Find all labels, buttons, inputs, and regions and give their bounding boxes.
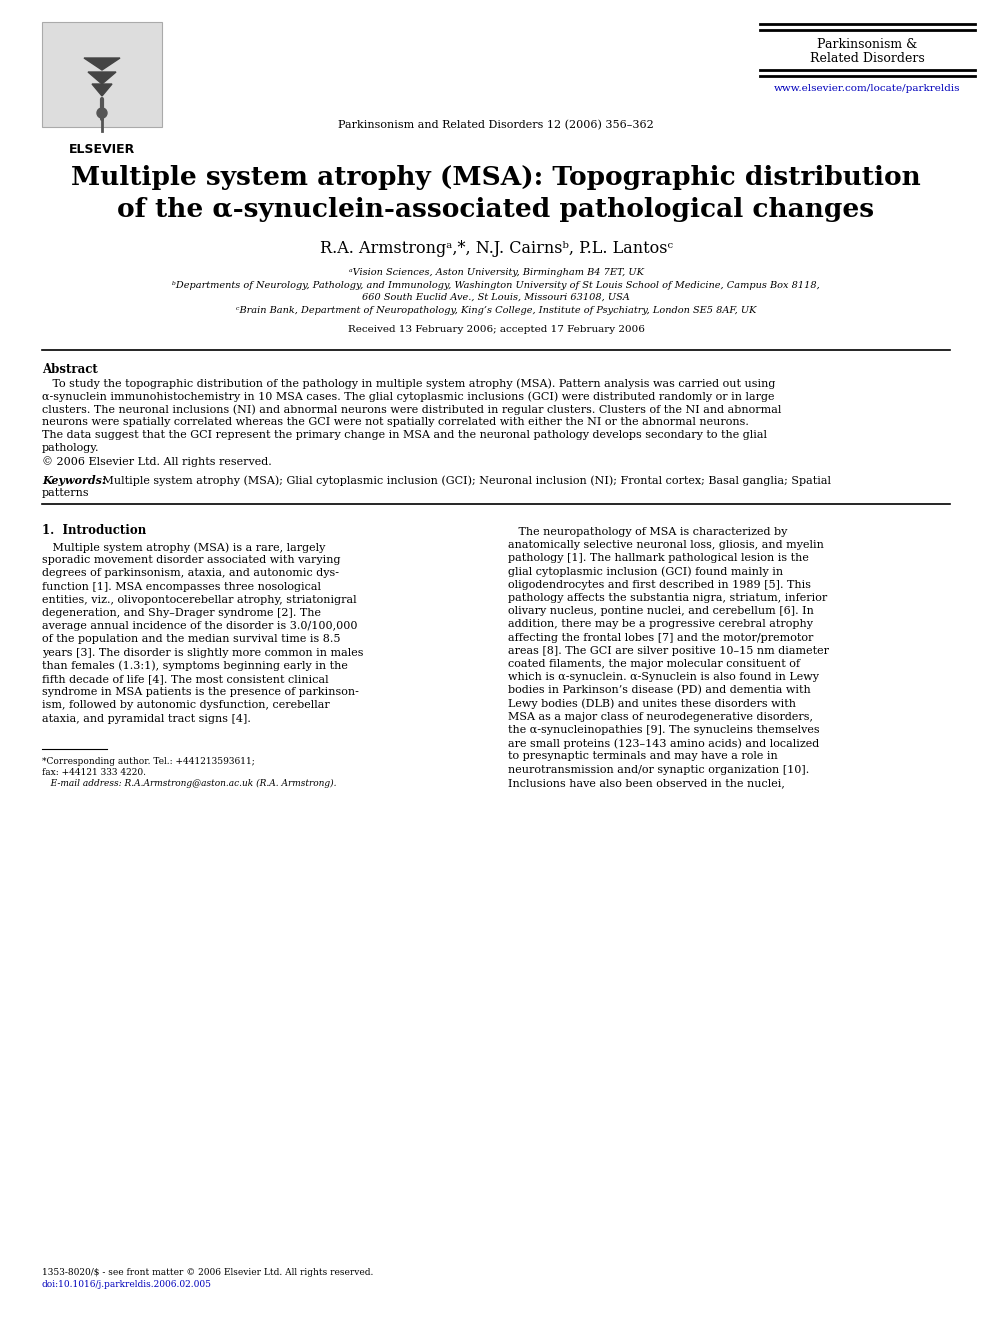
Text: Abstract: Abstract <box>42 363 98 376</box>
Text: MSA as a major class of neurodegenerative disorders,: MSA as a major class of neurodegenerativ… <box>508 712 813 722</box>
Text: are small proteins (123–143 amino acids) and localized: are small proteins (123–143 amino acids)… <box>508 738 819 749</box>
Text: coated filaments, the major molecular consituent of: coated filaments, the major molecular co… <box>508 659 800 669</box>
Text: clusters. The neuronal inclusions (NI) and abnormal neurons were distributed in : clusters. The neuronal inclusions (NI) a… <box>42 404 782 414</box>
Text: Keywords:: Keywords: <box>42 475 106 486</box>
Text: sporadic movement disorder associated with varying: sporadic movement disorder associated wi… <box>42 556 340 565</box>
Text: To study the topographic distribution of the pathology in multiple system atroph: To study the topographic distribution of… <box>42 378 776 389</box>
Text: entities, viz., olivopontocerebellar atrophy, striatonigral: entities, viz., olivopontocerebellar atr… <box>42 595 357 605</box>
Text: syndrome in MSA patients is the presence of parkinson-: syndrome in MSA patients is the presence… <box>42 687 359 697</box>
Text: to presynaptic terminals and may have a role in: to presynaptic terminals and may have a … <box>508 751 778 762</box>
Text: of the α-synuclein-associated pathological changes: of the α-synuclein-associated pathologic… <box>117 197 875 222</box>
Text: Related Disorders: Related Disorders <box>809 52 925 65</box>
Text: function [1]. MSA encompasses three nosological: function [1]. MSA encompasses three noso… <box>42 582 321 591</box>
Text: Received 13 February 2006; accepted 17 February 2006: Received 13 February 2006; accepted 17 F… <box>347 325 645 333</box>
Text: Parkinsonism &: Parkinsonism & <box>816 38 918 52</box>
Text: fifth decade of life [4]. The most consistent clinical: fifth decade of life [4]. The most consi… <box>42 673 328 684</box>
Text: *Corresponding author. Tel.: +441213593611;: *Corresponding author. Tel.: +4412135936… <box>42 757 255 766</box>
Text: areas [8]. The GCI are silver positive 10–15 nm diameter: areas [8]. The GCI are silver positive 1… <box>508 646 829 656</box>
Text: The neuropathology of MSA is characterized by: The neuropathology of MSA is characteriz… <box>508 527 788 537</box>
Polygon shape <box>92 83 112 97</box>
Text: bodies in Parkinson’s disease (PD) and dementia with: bodies in Parkinson’s disease (PD) and d… <box>508 685 810 696</box>
Bar <box>42 22 162 127</box>
Text: patterns: patterns <box>42 488 89 497</box>
Text: anatomically selective neuronal loss, gliosis, and myelin: anatomically selective neuronal loss, gl… <box>508 540 824 550</box>
Text: neurons were spatially correlated whereas the GCI were not spatially correlated : neurons were spatially correlated wherea… <box>42 417 749 427</box>
Text: oligodendrocytes and first described in 1989 [5]. This: oligodendrocytes and first described in … <box>508 579 811 590</box>
Text: R.A. Armstrongᵃ,*, N.J. Cairnsᵇ, P.L. Lantosᶜ: R.A. Armstrongᵃ,*, N.J. Cairnsᵇ, P.L. La… <box>319 239 673 257</box>
Text: Multiple system atrophy (MSA) is a rare, largely: Multiple system atrophy (MSA) is a rare,… <box>42 542 325 553</box>
Text: addition, there may be a progressive cerebral atrophy: addition, there may be a progressive cer… <box>508 619 813 630</box>
Text: ᵇDepartments of Neurology, Pathology, and Immunology, Washington University of S: ᵇDepartments of Neurology, Pathology, an… <box>173 280 819 290</box>
Text: years [3]. The disorder is slightly more common in males: years [3]. The disorder is slightly more… <box>42 647 363 658</box>
Text: ism, followed by autonomic dysfunction, cerebellar: ism, followed by autonomic dysfunction, … <box>42 700 329 710</box>
Text: Parkinsonism and Related Disorders 12 (2006) 356–362: Parkinsonism and Related Disorders 12 (2… <box>338 120 654 130</box>
Text: ataxia, and pyramidal tract signs [4].: ataxia, and pyramidal tract signs [4]. <box>42 713 251 724</box>
Text: © 2006 Elsevier Ltd. All rights reserved.: © 2006 Elsevier Ltd. All rights reserved… <box>42 456 272 467</box>
Text: ᶜBrain Bank, Department of Neuropathology, King’s College, Institute of Psychiat: ᶜBrain Bank, Department of Neuropatholog… <box>236 306 756 315</box>
Text: affecting the frontal lobes [7] and the motor/premotor: affecting the frontal lobes [7] and the … <box>508 632 813 643</box>
Text: degrees of parkinsonism, ataxia, and autonomic dys-: degrees of parkinsonism, ataxia, and aut… <box>42 569 339 578</box>
Text: glial cytoplasmic inclusion (GCI) found mainly in: glial cytoplasmic inclusion (GCI) found … <box>508 566 783 577</box>
Text: Multiple system atrophy (MSA): Topographic distribution: Multiple system atrophy (MSA): Topograph… <box>71 165 921 191</box>
Polygon shape <box>84 58 120 70</box>
Text: of the population and the median survival time is 8.5: of the population and the median surviva… <box>42 635 340 644</box>
Text: E-mail address: R.A.Armstrong@aston.ac.uk (R.A. Armstrong).: E-mail address: R.A.Armstrong@aston.ac.u… <box>42 779 336 789</box>
Text: pathology.: pathology. <box>42 443 99 452</box>
Text: 1.  Introduction: 1. Introduction <box>42 524 146 537</box>
Text: 1353-8020/$ - see front matter © 2006 Elsevier Ltd. All rights reserved.: 1353-8020/$ - see front matter © 2006 El… <box>42 1267 373 1277</box>
Text: doi:10.1016/j.parkreldis.2006.02.005: doi:10.1016/j.parkreldis.2006.02.005 <box>42 1279 212 1289</box>
Text: 660 South Euclid Ave., St Louis, Missouri 63108, USA: 660 South Euclid Ave., St Louis, Missour… <box>362 292 630 302</box>
Text: α-synuclein immunohistochemistry in 10 MSA cases. The glial cytoplasmic inclusio: α-synuclein immunohistochemistry in 10 M… <box>42 392 775 402</box>
Text: Lewy bodies (DLB) and unites these disorders with: Lewy bodies (DLB) and unites these disor… <box>508 699 796 709</box>
Text: neurotransmission and/or synaptic organization [10].: neurotransmission and/or synaptic organi… <box>508 765 809 774</box>
Text: www.elsevier.com/locate/parkreldis: www.elsevier.com/locate/parkreldis <box>774 83 960 93</box>
Text: olivary nucleus, pontine nuclei, and cerebellum [6]. In: olivary nucleus, pontine nuclei, and cer… <box>508 606 813 617</box>
Text: which is α-synuclein. α-Synuclein is also found in Lewy: which is α-synuclein. α-Synuclein is als… <box>508 672 819 683</box>
Polygon shape <box>88 71 116 83</box>
Circle shape <box>97 108 107 118</box>
Text: degeneration, and Shy–Drager syndrome [2]. The: degeneration, and Shy–Drager syndrome [2… <box>42 609 321 618</box>
Text: ᵃVision Sciences, Aston University, Birmingham B4 7ET, UK: ᵃVision Sciences, Aston University, Birm… <box>348 269 644 277</box>
Text: the α-synucleinopathies [9]. The synucleins themselves: the α-synucleinopathies [9]. The synucle… <box>508 725 819 736</box>
Text: pathology affects the substantia nigra, striatum, inferior: pathology affects the substantia nigra, … <box>508 593 827 603</box>
Text: ELSEVIER: ELSEVIER <box>68 143 135 156</box>
Text: The data suggest that the GCI represent the primary change in MSA and the neuron: The data suggest that the GCI represent … <box>42 430 767 441</box>
Text: average annual incidence of the disorder is 3.0/100,000: average annual incidence of the disorder… <box>42 622 357 631</box>
Text: fax: +44121 333 4220.: fax: +44121 333 4220. <box>42 767 146 777</box>
Text: pathology [1]. The hallmark pathological lesion is the: pathology [1]. The hallmark pathological… <box>508 553 808 564</box>
Text: Multiple system atrophy (MSA); Glial cytoplasmic inclusion (GCI); Neuronal inclu: Multiple system atrophy (MSA); Glial cyt… <box>99 475 831 486</box>
Text: than females (1.3:1), symptoms beginning early in the: than females (1.3:1), symptoms beginning… <box>42 660 348 671</box>
Text: Inclusions have also been observed in the nuclei,: Inclusions have also been observed in th… <box>508 778 785 787</box>
